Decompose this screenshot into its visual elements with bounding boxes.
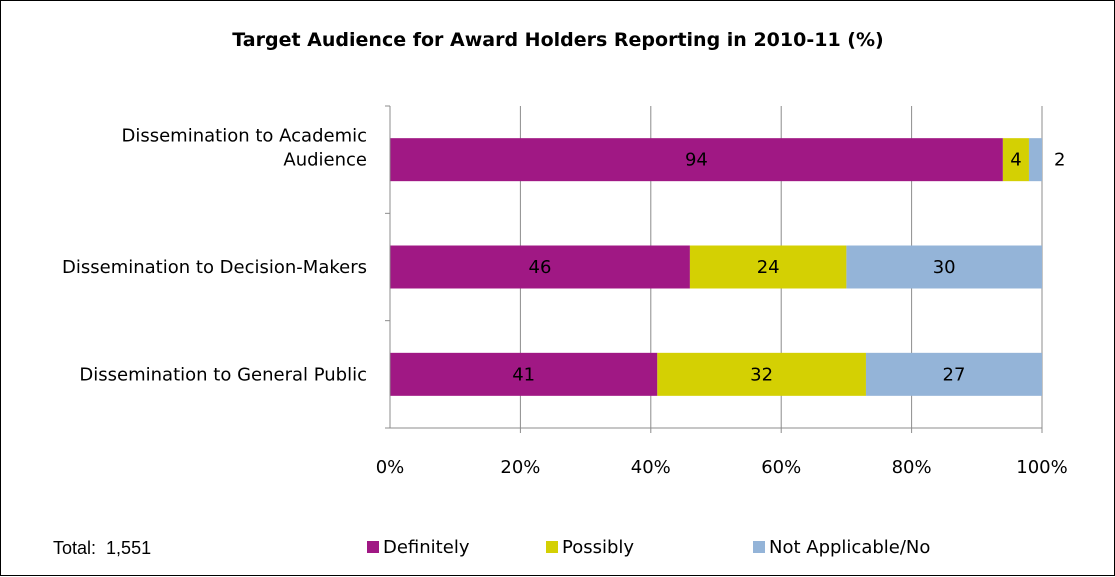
data-label: 2 [1054, 150, 1065, 171]
total-footnote: Total: 1,551 [53, 538, 151, 558]
data-label: 30 [933, 257, 956, 278]
legend-swatch [367, 541, 379, 553]
category-label: Audience [283, 150, 367, 171]
x-tick-label: 0% [376, 457, 405, 478]
data-label: 4 [1010, 150, 1021, 171]
x-tick-label: 40% [631, 457, 671, 478]
legend-label: Possibly [562, 537, 634, 558]
bar-definitely [390, 352, 658, 396]
x-tick-label: 20% [500, 457, 540, 478]
bar-not-applicable-no [865, 352, 1042, 396]
bars [390, 138, 1042, 396]
bar-possibly [657, 352, 866, 396]
data-label: 27 [943, 364, 966, 385]
data-label: 24 [757, 257, 780, 278]
data-labels: 94 4 2 46 24 30 41 32 27 [512, 150, 1065, 386]
axes [385, 105, 1042, 429]
bar-possibly [1002, 138, 1029, 182]
data-label: 32 [750, 364, 773, 385]
legend-label: Not Applicable/No [769, 537, 930, 558]
x-tick-label: 100% [1016, 457, 1067, 478]
x-tick-labels: 0% 20% 40% 60% 80% 100% [376, 457, 1068, 478]
bar-not-applicable-no [846, 245, 1042, 289]
data-label: 94 [685, 150, 708, 171]
bar-possibly [689, 245, 847, 289]
category-label: Dissemination to Decision-Makers [62, 257, 367, 278]
legend-label: Definitely [383, 537, 470, 558]
category-label: Dissemination to Academic [121, 126, 367, 147]
bar-not-applicable-no [1028, 138, 1042, 182]
legend-swatch [546, 541, 558, 553]
total-label: Total: [53, 538, 96, 558]
bar-definitely [390, 245, 690, 289]
legend: Definitely Possibly Not Applicable/No [367, 537, 930, 558]
bar-definitely [390, 138, 1003, 182]
category-label: Dissemination to General Public [79, 364, 367, 385]
data-label: 41 [512, 364, 535, 385]
x-tick-label: 80% [892, 457, 932, 478]
legend-swatch [753, 541, 765, 553]
total-value: 1,551 [106, 538, 151, 558]
x-tick-label: 60% [761, 457, 801, 478]
chart-title: Target Audience for Award Holders Report… [232, 29, 883, 51]
data-label: 46 [529, 257, 552, 278]
category-labels: Dissemination to Academic Audience Dissemi… [62, 126, 367, 386]
